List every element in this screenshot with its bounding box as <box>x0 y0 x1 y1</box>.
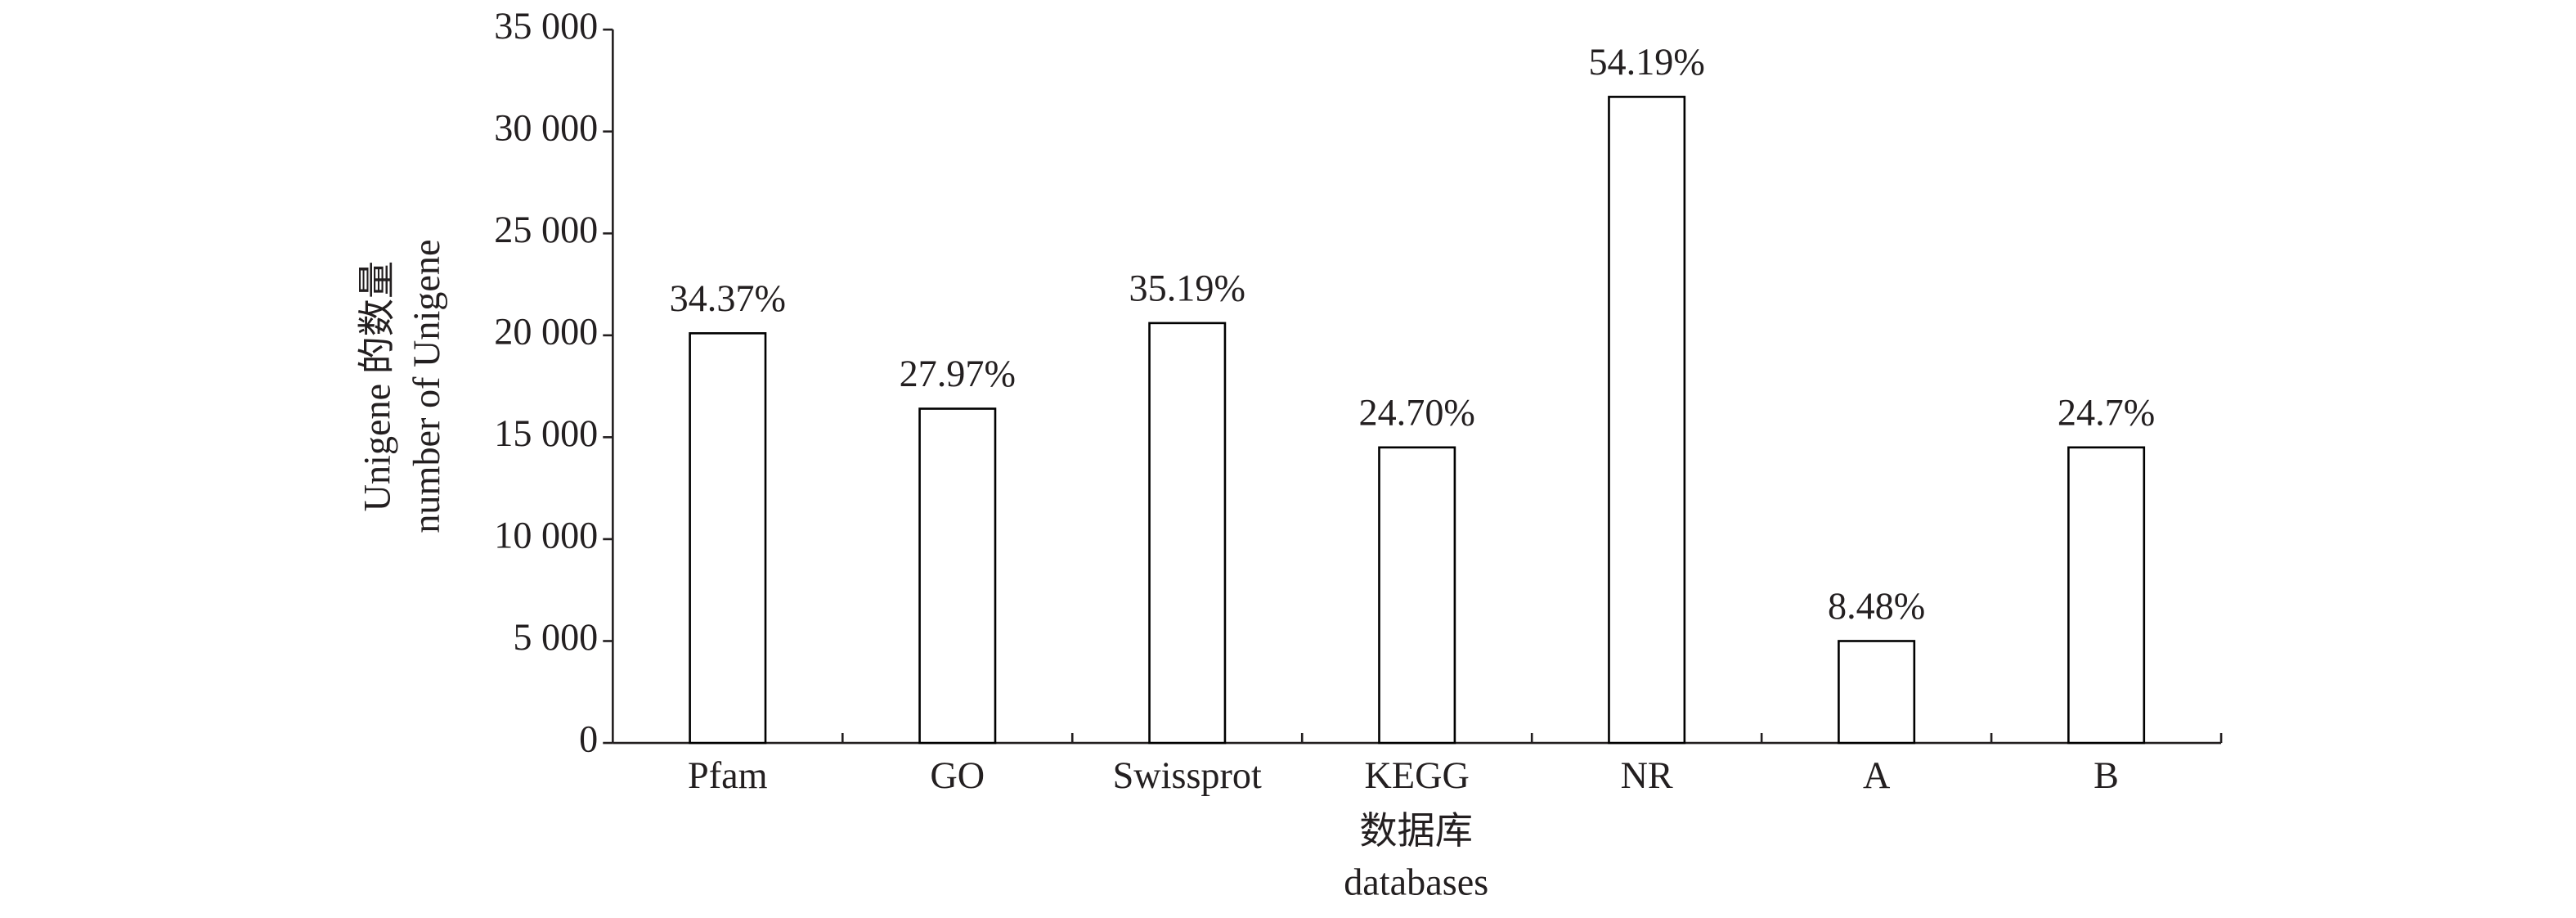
bar-annotation: 24.7% <box>2058 391 2155 433</box>
y-tick-label: 0 <box>579 718 598 760</box>
y-tick-label: 35 000 <box>494 5 598 47</box>
x-tick-label: B <box>2094 754 2119 796</box>
x-tick-label: NR <box>1621 754 1673 796</box>
bar <box>1838 640 1916 745</box>
bar <box>1378 446 1456 745</box>
y-tick-label: 10 000 <box>494 515 598 556</box>
bar-annotation: 8.48% <box>1828 585 1925 627</box>
bar <box>918 407 997 745</box>
y-tick-label: 25 000 <box>494 209 598 250</box>
y-tick-label: 5 000 <box>513 616 598 658</box>
bar-annotation: 35.19% <box>1129 267 1245 308</box>
bar <box>689 332 767 745</box>
x-tick-label: Swissprot <box>1113 754 1262 796</box>
y-tick-label: 30 000 <box>494 106 598 148</box>
y-axis-title-line: number of Unigene <box>406 240 447 533</box>
x-tick-label: Pfam <box>688 754 768 796</box>
y-axis-title: Unigene 的数量 number of Unigene <box>357 240 447 533</box>
bar-annotation: 27.97% <box>900 353 1016 394</box>
y-tick-label: 20 000 <box>494 310 598 352</box>
x-axis-title-line: databases <box>1344 861 1488 902</box>
bar-annotation: 54.19% <box>1588 41 1704 83</box>
bar <box>1148 322 1227 745</box>
bar-annotation: 24.70% <box>1358 391 1474 433</box>
bar <box>1608 96 1686 745</box>
x-tick-label: KEGG <box>1365 754 1470 796</box>
y-axis-title-line: Unigene 的数量 <box>357 261 398 512</box>
bar-annotation: 34.37% <box>670 277 786 319</box>
x-axis-title-line: 数据库 <box>1359 810 1473 852</box>
bar <box>2067 446 2146 745</box>
x-tick-label: GO <box>930 754 985 796</box>
x-tick-label: A <box>1863 754 1891 796</box>
y-tick-label: 15 000 <box>494 412 598 454</box>
